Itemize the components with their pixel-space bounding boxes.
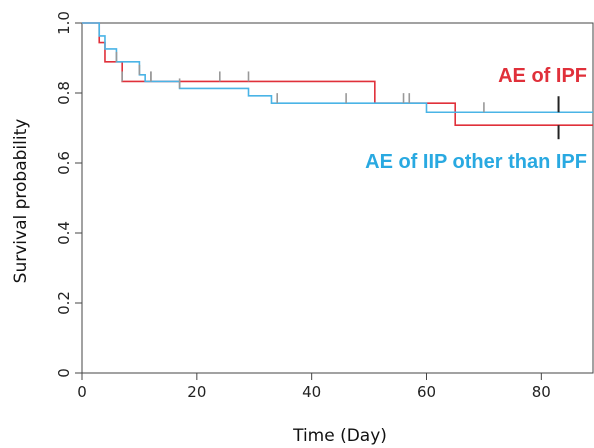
plot-frame	[81, 22, 594, 374]
x-tick-label: 80	[532, 383, 551, 401]
y-tick-label: 0.2	[55, 291, 73, 315]
y-tick-label: 0.8	[55, 81, 73, 105]
series-layer	[82, 22, 593, 140]
x-axis: 0 20 40 60 80	[77, 373, 551, 401]
y-axis-title: Survival probability	[11, 119, 31, 284]
x-tick-label: 20	[187, 383, 206, 401]
y-tick-label: 0.4	[55, 221, 73, 245]
series-line-ae-of-iip-other-than-ipf	[82, 22, 593, 114]
x-axis-title: Time (Day)	[292, 426, 387, 446]
y-tick-label: 0	[55, 368, 73, 378]
x-tick-label: 0	[77, 383, 87, 401]
x-tick-label: 40	[302, 383, 321, 401]
y-axis: 0 0.2 0.4 0.6 0.8 1.0	[55, 11, 82, 378]
x-tick-label: 60	[417, 383, 436, 401]
y-tick-label: 1.0	[55, 11, 73, 35]
y-tick-label: 0.6	[55, 151, 73, 175]
series-label-ae-of-iip-other-than-ipf: AE of IIP other than IPF	[365, 151, 587, 173]
series-label-ae-of-ipf: AE of IPF	[498, 65, 587, 87]
